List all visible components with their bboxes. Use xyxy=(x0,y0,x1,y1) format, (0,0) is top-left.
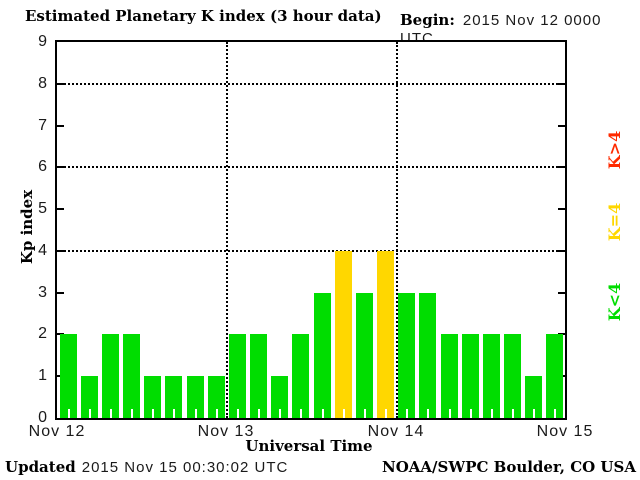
x-tick-3h xyxy=(532,409,535,418)
kp-bar xyxy=(123,334,140,418)
gridline-kp-4 xyxy=(57,249,565,252)
x-tick-3h xyxy=(236,409,239,418)
y-tick-left-6 xyxy=(57,166,64,169)
x-tick-3h xyxy=(299,409,302,418)
kp-bar xyxy=(419,293,436,418)
x-tick-3h xyxy=(511,409,514,418)
kp-bar xyxy=(271,376,288,418)
x-tick-3h xyxy=(342,409,345,418)
y-tick-left-5 xyxy=(57,208,64,211)
kp-bar xyxy=(144,376,161,418)
kp-bar xyxy=(525,376,542,418)
x-tick-3h xyxy=(151,409,154,418)
legend-k-lt-4: K<4 xyxy=(605,282,624,322)
y-tick-right-6 xyxy=(558,166,565,169)
kp-bar xyxy=(314,293,331,418)
kp-bar xyxy=(229,334,246,418)
y-tick-label-5: 5 xyxy=(38,200,47,218)
y-tick-label-0: 0 xyxy=(38,409,47,426)
day-boundary-line xyxy=(226,42,228,418)
kp-bar xyxy=(356,293,373,418)
kp-bar xyxy=(250,334,267,418)
x-day-label: Nov 13 xyxy=(197,423,255,440)
kp-bar xyxy=(187,376,204,418)
plot-area: 0 1 2 3 4 5 6 7 8 9 Nov 12 Nov 13 Nov 14 Nov 15 xyxy=(29,33,593,440)
kp-bar xyxy=(441,334,458,418)
x-tick-3h xyxy=(384,409,387,418)
x-tick-3h xyxy=(130,409,133,418)
kp-bar xyxy=(60,334,77,418)
x-tick-3h xyxy=(469,409,472,418)
kp-bar xyxy=(377,251,394,418)
y-axis-title: Kp index xyxy=(18,189,36,265)
y-tick-label-1: 1 xyxy=(38,367,47,385)
credit-text: NOAA/SWPC Boulder, CO USA xyxy=(381,458,636,476)
y-tick-label-2: 2 xyxy=(38,325,47,343)
x-tick-3h xyxy=(215,409,218,418)
y-tick-left-7 xyxy=(57,124,64,127)
x-tick-3h xyxy=(363,409,366,418)
kp-bar xyxy=(335,251,352,418)
kp-bar xyxy=(81,376,98,418)
legend-k-eq-4: K=4 xyxy=(605,202,624,242)
x-tick-3h xyxy=(88,409,91,418)
gridline-kp-8 xyxy=(57,82,565,85)
kp-bar xyxy=(208,376,225,418)
y-tick-right-3 xyxy=(558,291,565,294)
x-day-label: Nov 12 xyxy=(28,423,86,440)
x-tick-3h xyxy=(257,409,260,418)
y-tick-right-5 xyxy=(558,208,565,211)
y-tick-label-7: 7 xyxy=(38,116,47,134)
chart-title: Estimated Planetary K index (3 hour data… xyxy=(25,7,382,25)
y-tick-label-9: 9 xyxy=(38,33,47,50)
kp-bar xyxy=(292,334,309,418)
kp-bar xyxy=(398,293,415,418)
kp-bar xyxy=(504,334,521,418)
y-tick-right-8 xyxy=(558,82,565,85)
y-tick-label-6: 6 xyxy=(38,158,47,176)
y-tick-label-3: 3 xyxy=(38,283,47,301)
x-tick-3h xyxy=(553,409,556,418)
x-tick-3h xyxy=(109,409,112,418)
x-tick-3h xyxy=(426,409,429,418)
x-tick-3h xyxy=(448,409,451,418)
y-tick-left-4 xyxy=(57,249,64,252)
kp-bar xyxy=(462,334,479,418)
kp-bar xyxy=(102,334,119,418)
x-day-label: Nov 14 xyxy=(367,423,425,440)
kp-bar xyxy=(546,334,563,418)
y-tick-left-3 xyxy=(57,291,64,294)
x-tick-3h xyxy=(172,409,175,418)
x-axis-title: Universal Time xyxy=(245,437,373,455)
updated-timestamp: Updated 2015 Nov 15 00:30:02 UTC xyxy=(5,458,288,476)
x-tick-3h xyxy=(278,409,281,418)
day-boundary-line xyxy=(396,42,398,418)
legend-k-gt-4: K>4 xyxy=(605,130,624,170)
x-tick-3h xyxy=(490,409,493,418)
x-tick-3h xyxy=(67,409,70,418)
y-tick-right-7 xyxy=(558,124,565,127)
x-tick-3h xyxy=(321,409,324,418)
updated-label: Updated xyxy=(5,458,76,476)
x-tick-3h xyxy=(405,409,408,418)
kp-bar xyxy=(483,334,500,418)
kp-bar xyxy=(165,376,182,418)
begin-label: Begin: xyxy=(400,11,455,29)
y-tick-right-4 xyxy=(558,249,565,252)
y-tick-left-8 xyxy=(57,82,64,85)
gridline-kp-6 xyxy=(57,166,565,169)
y-tick-label-8: 8 xyxy=(38,74,47,92)
y-tick-label-4: 4 xyxy=(38,241,47,259)
updated-value: 2015 Nov 15 00:30:02 UTC xyxy=(81,459,289,476)
x-day-label: Nov 15 xyxy=(536,423,594,440)
x-tick-3h xyxy=(194,409,197,418)
